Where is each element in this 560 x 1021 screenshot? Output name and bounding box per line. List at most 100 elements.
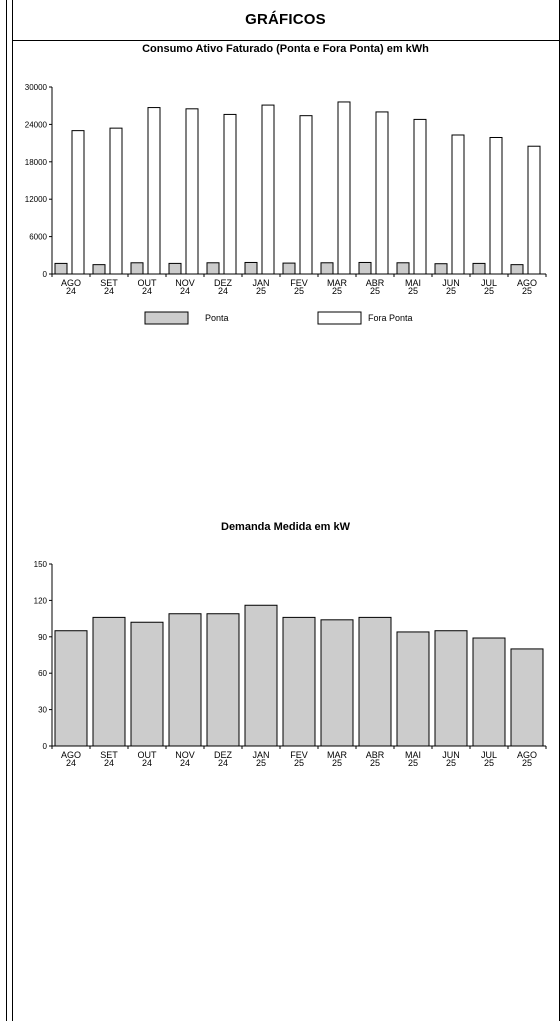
x-tick-label-month: JUN <box>442 278 460 288</box>
bar-ponta <box>206 262 220 275</box>
x-tick-label-month: FEV <box>290 750 308 760</box>
x-tick-label-year: 24 <box>104 286 114 296</box>
bar-demanda <box>282 616 316 747</box>
bar-ponta <box>472 262 486 275</box>
bar-demanda <box>206 613 240 747</box>
page-frame-line <box>6 0 7 1021</box>
y-tick-label: 90 <box>38 633 47 642</box>
bar-demanda <box>168 613 202 747</box>
x-tick-label-year: 25 <box>370 286 380 296</box>
bar-demanda <box>320 619 354 747</box>
y-tick-label: 24000 <box>25 120 48 129</box>
legend-label-ponta: Ponta <box>205 313 229 323</box>
bar-ponta <box>396 262 410 275</box>
x-tick-label-month: JAN <box>252 278 269 288</box>
chart-title-demanda: Demanda Medida em kW <box>221 521 350 533</box>
x-tick-label-year: 25 <box>446 758 456 768</box>
bar-fora-ponta <box>223 113 237 275</box>
section-header: GRÁFICOS <box>12 0 559 41</box>
bar-ponta <box>54 262 68 275</box>
x-tick-label-month: ABR <box>366 750 385 760</box>
bar-ponta <box>358 261 372 275</box>
x-tick-label-year: 25 <box>294 286 304 296</box>
x-tick-label-year: 25 <box>256 286 266 296</box>
bar-fora-ponta <box>147 107 161 275</box>
x-tick-label-month: ABR <box>366 278 385 288</box>
bar-demanda <box>510 648 544 747</box>
x-tick-label-year: 24 <box>218 286 228 296</box>
bar-demanda <box>434 630 468 747</box>
x-tick-label-year: 25 <box>522 758 532 768</box>
x-tick-label-year: 25 <box>256 758 266 768</box>
x-tick-label-year: 24 <box>180 758 190 768</box>
x-tick-label-year: 25 <box>446 286 456 296</box>
bar-ponta <box>92 264 106 275</box>
legend-swatch-fora-ponta <box>317 311 362 325</box>
x-tick-label-year: 24 <box>142 758 152 768</box>
x-tick-label-month: AGO <box>61 278 81 288</box>
chart-title-consumo: Consumo Ativo Faturado (Ponta e Fora Pon… <box>142 43 429 55</box>
x-tick-label-year: 25 <box>332 758 342 768</box>
y-tick-label: 0 <box>43 270 48 279</box>
bar-demanda <box>92 616 126 747</box>
x-tick-label-month: AGO <box>517 278 537 288</box>
x-tick-label-year: 25 <box>408 758 418 768</box>
x-tick-label-month: MAR <box>327 278 348 288</box>
page-frame-line <box>12 0 13 1021</box>
chart-demanda-medida: 0306090120150AGO24SET24OUT24NOV24DEZ24JA… <box>34 560 547 768</box>
x-tick-label-month: DEZ <box>214 278 233 288</box>
x-tick-label-year: 24 <box>66 758 76 768</box>
x-tick-label-year: 25 <box>484 758 494 768</box>
bar-ponta <box>282 262 296 275</box>
x-tick-label-year: 25 <box>370 758 380 768</box>
x-tick-label-year: 24 <box>218 758 228 768</box>
x-tick-label-year: 25 <box>408 286 418 296</box>
bar-fora-ponta <box>109 127 123 275</box>
bar-fora-ponta <box>299 115 313 275</box>
x-tick-label-year: 24 <box>142 286 152 296</box>
bar-ponta <box>244 261 258 275</box>
x-tick-label-month: OUT <box>138 278 158 288</box>
legend-swatch-ponta <box>144 311 189 325</box>
x-tick-label-year: 25 <box>522 286 532 296</box>
x-tick-label-month: OUT <box>138 750 158 760</box>
bar-ponta <box>130 262 144 275</box>
bar-demanda <box>472 637 506 747</box>
x-tick-label-month: JUN <box>442 750 460 760</box>
bar-fora-ponta <box>375 111 389 275</box>
x-tick-label-month: JUL <box>481 750 497 760</box>
y-tick-label: 120 <box>34 596 48 605</box>
x-tick-label-month: MAR <box>327 750 348 760</box>
x-tick-label-month: AGO <box>61 750 81 760</box>
y-tick-label: 12000 <box>25 195 48 204</box>
x-tick-label-month: NOV <box>175 278 195 288</box>
y-tick-label: 30 <box>38 706 47 715</box>
legend-label-fora-ponta: Fora Ponta <box>368 313 413 323</box>
x-tick-label-year: 24 <box>104 758 114 768</box>
y-tick-label: 6000 <box>29 233 47 242</box>
x-tick-label-month: JUL <box>481 278 497 288</box>
x-tick-label-month: DEZ <box>214 750 233 760</box>
bar-demanda <box>358 616 392 747</box>
bar-fora-ponta <box>451 134 465 275</box>
bar-demanda <box>54 630 88 747</box>
x-tick-label-month: SET <box>100 750 118 760</box>
bar-demanda <box>244 604 278 747</box>
section-title: GRÁFICOS <box>245 11 326 28</box>
x-tick-label-month: JAN <box>252 750 269 760</box>
bar-fora-ponta <box>413 118 427 275</box>
bar-demanda <box>396 631 430 747</box>
bar-fora-ponta <box>337 101 351 275</box>
y-tick-label: 30000 <box>25 83 48 92</box>
bar-fora-ponta <box>185 108 199 275</box>
x-tick-label-month: AGO <box>517 750 537 760</box>
x-tick-label-year: 25 <box>332 286 342 296</box>
x-tick-label-month: NOV <box>175 750 195 760</box>
x-tick-label-year: 25 <box>294 758 304 768</box>
y-tick-label: 0 <box>43 742 48 751</box>
x-tick-label-year: 25 <box>484 286 494 296</box>
x-tick-label-year: 24 <box>66 286 76 296</box>
x-tick-label-month: SET <box>100 278 118 288</box>
bar-ponta <box>510 264 524 275</box>
x-tick-label-year: 24 <box>180 286 190 296</box>
